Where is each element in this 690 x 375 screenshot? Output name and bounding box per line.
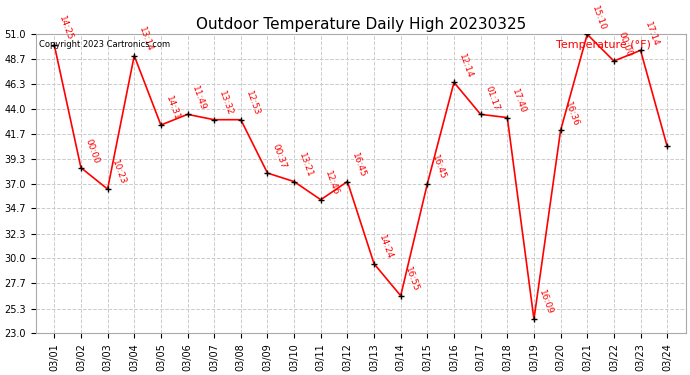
Text: 00:37: 00:37 [270, 143, 288, 170]
Text: 10:23: 10:23 [110, 159, 128, 186]
Text: 13:14: 13:14 [137, 26, 155, 53]
Text: 01:17: 01:17 [484, 84, 501, 112]
Text: 16:45: 16:45 [430, 154, 447, 181]
Text: 16:55: 16:55 [404, 266, 421, 293]
Text: 14:31: 14:31 [164, 95, 181, 122]
Text: 13:32: 13:32 [217, 90, 234, 117]
Text: 12:53: 12:53 [244, 90, 261, 117]
Text: 17:14: 17:14 [643, 20, 660, 48]
Text: 17:40: 17:40 [510, 87, 527, 115]
Text: 00:00: 00:00 [83, 138, 101, 165]
Text: 13:21: 13:21 [297, 152, 314, 179]
Text: 11:49: 11:49 [190, 84, 208, 112]
Text: 12:14: 12:14 [457, 53, 474, 80]
Text: 14:24: 14:24 [377, 234, 394, 261]
Text: 14:25: 14:25 [57, 15, 75, 42]
Text: 16:36: 16:36 [563, 100, 581, 128]
Text: 12:46: 12:46 [324, 170, 341, 197]
Text: 15:10: 15:10 [590, 4, 607, 32]
Text: Temperature (°F): Temperature (°F) [555, 40, 651, 50]
Title: Outdoor Temperature Daily High 20230325: Outdoor Temperature Daily High 20230325 [195, 17, 526, 32]
Text: 00:00: 00:00 [617, 31, 634, 58]
Text: 16:09: 16:09 [537, 289, 554, 316]
Text: 16:45: 16:45 [351, 152, 368, 179]
Text: Copyright 2023 Cartronics.com: Copyright 2023 Cartronics.com [39, 40, 170, 50]
